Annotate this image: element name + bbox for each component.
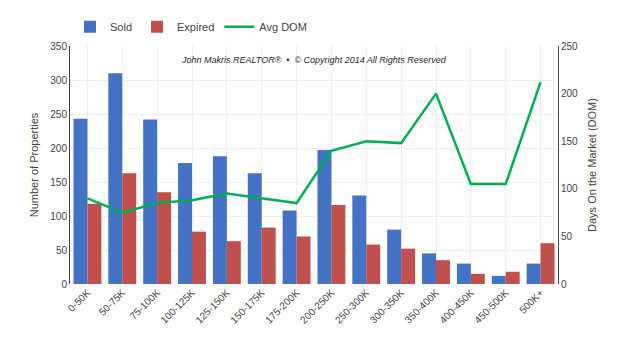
svg-text:300-350K: 300-350K bbox=[368, 287, 407, 326]
svg-text:175-200K: 175-200K bbox=[263, 287, 302, 326]
svg-text:200: 200 bbox=[561, 88, 578, 99]
svg-text:Sold: Sold bbox=[110, 21, 132, 33]
svg-text:50-75K: 50-75K bbox=[97, 287, 128, 318]
svg-text:350: 350 bbox=[50, 41, 67, 52]
svg-text:50: 50 bbox=[561, 231, 573, 242]
svg-text:150-175K: 150-175K bbox=[228, 287, 267, 326]
svg-text:John Makris REALTOR® • © Cop: John Makris REALTOR® • © Copyright 2014 … bbox=[181, 55, 447, 65]
svg-text:150: 150 bbox=[561, 136, 578, 147]
svg-text:450-500K: 450-500K bbox=[472, 287, 511, 326]
svg-text:500K+: 500K+ bbox=[517, 287, 546, 316]
svg-text:75-100K: 75-100K bbox=[128, 287, 163, 322]
svg-text:250-300K: 250-300K bbox=[333, 287, 372, 326]
svg-text:100-125K: 100-125K bbox=[159, 287, 198, 326]
svg-text:0: 0 bbox=[61, 279, 67, 290]
svg-text:350-400K: 350-400K bbox=[403, 287, 442, 326]
svg-text:300: 300 bbox=[50, 75, 67, 86]
svg-text:200: 200 bbox=[50, 143, 67, 154]
svg-text:125-150K: 125-150K bbox=[193, 287, 232, 326]
svg-text:50: 50 bbox=[56, 245, 68, 256]
svg-text:Days On the Market (DOM): Days On the Market (DOM) bbox=[586, 98, 598, 232]
svg-text:Expired: Expired bbox=[177, 21, 214, 33]
svg-text:0-50K: 0-50K bbox=[66, 287, 93, 314]
svg-text:150: 150 bbox=[50, 177, 67, 188]
svg-text:250: 250 bbox=[561, 41, 578, 52]
svg-text:250: 250 bbox=[50, 109, 67, 120]
svg-text:400-450K: 400-450K bbox=[437, 287, 476, 326]
svg-text:0: 0 bbox=[561, 279, 567, 290]
svg-text:Number of Properties: Number of Properties bbox=[28, 112, 40, 217]
svg-text:100: 100 bbox=[50, 211, 67, 222]
svg-text:100: 100 bbox=[561, 183, 578, 194]
svg-text:200-250K: 200-250K bbox=[298, 287, 337, 326]
svg-text:Avg DOM: Avg DOM bbox=[259, 21, 306, 33]
